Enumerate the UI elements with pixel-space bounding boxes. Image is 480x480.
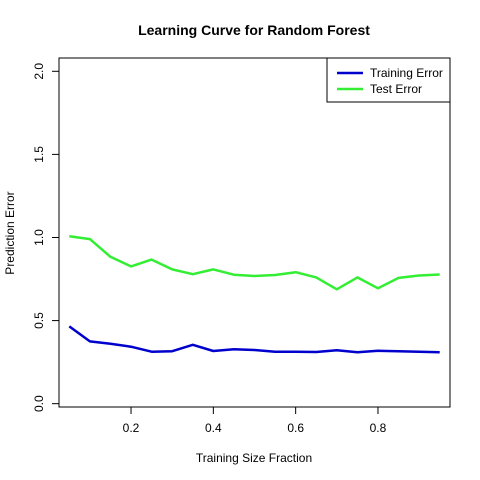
y-axis: 0.0 0.5 1.0 1.5 2.0 — [32, 63, 59, 412]
x-axis-label: Training Size Fraction — [196, 451, 312, 465]
series-lines — [68, 235, 440, 354]
x-tick-label: 0.8 — [370, 421, 387, 435]
plot-border — [58, 57, 451, 408]
y-tick-label: 1.5 — [32, 146, 46, 163]
y-tick-label: 2.0 — [32, 63, 46, 80]
y-axis-label: Prediction Error — [3, 191, 17, 274]
x-tick-label: 0.4 — [205, 421, 222, 435]
y-tick-label: 1.0 — [32, 229, 46, 246]
legend: Training Error Test Error — [326, 57, 451, 103]
x-axis: 0.2 0.4 0.6 0.8 — [123, 407, 387, 435]
legend-box — [326, 57, 451, 103]
plot-area — [58, 57, 451, 408]
x-tick-label: 0.2 — [123, 421, 140, 435]
y-tick-label: 0.5 — [32, 312, 46, 329]
x-tick-label: 0.6 — [287, 421, 304, 435]
legend-label-training-error: Training Error — [370, 66, 443, 80]
chart-title: Learning Curve for Random Forest — [138, 22, 370, 38]
series-line-test-error — [69, 235, 440, 291]
y-tick-label: 0.0 — [32, 395, 46, 412]
series-line-training-error — [68, 325, 440, 354]
legend-label-test-error: Test Error — [370, 82, 422, 96]
